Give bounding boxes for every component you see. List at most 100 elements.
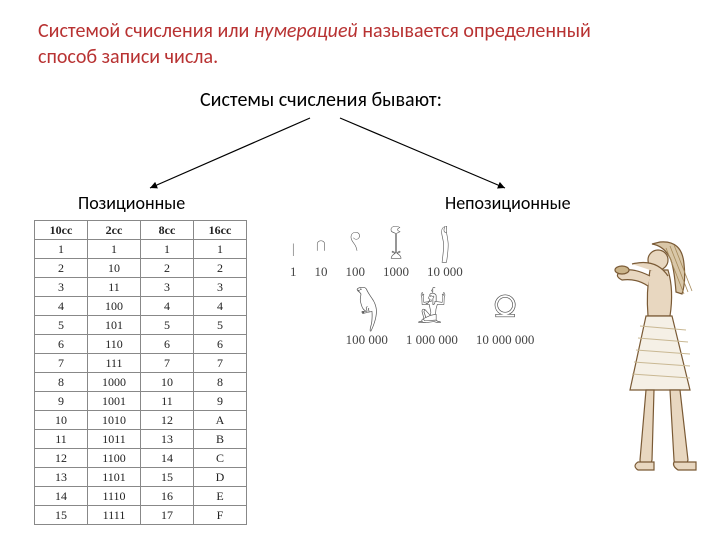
table-cell: 1: [88, 240, 141, 259]
table-header-cell: 16cc: [194, 221, 247, 240]
table-row: 15111117F: [35, 506, 247, 525]
table-cell: 11: [35, 430, 88, 449]
table-cell: 5: [141, 316, 194, 335]
table-cell: 8: [35, 373, 88, 392]
egyptian-figure: [600, 230, 710, 490]
table-cell: A: [194, 411, 247, 430]
table-cell: 9: [194, 392, 247, 411]
table-cell: 7: [35, 354, 88, 373]
hieroglyph-glyph: 𓆼: [389, 230, 403, 260]
hieroglyph-item: 𓍶 10 000 000: [476, 292, 535, 348]
table-row: 31133: [35, 278, 247, 297]
table-cell: 11: [88, 278, 141, 297]
hieroglyph-label: 1000: [383, 264, 409, 280]
table-row: 11101113B: [35, 430, 247, 449]
branch-right-label: Непозиционные: [445, 192, 571, 214]
hieroglyph-label: 10: [315, 264, 328, 280]
table-cell: 6: [35, 335, 88, 354]
table-row: 14111016E: [35, 487, 247, 506]
table-cell: 110: [88, 335, 141, 354]
table-cell: 1110: [88, 487, 141, 506]
table-cell: 111: [88, 354, 141, 373]
table-cell: B: [194, 430, 247, 449]
slide: Системой счисления или нумерацией называ…: [0, 0, 720, 540]
table-cell: 14: [35, 487, 88, 506]
table-cell: 17: [141, 506, 194, 525]
hieroglyph-label: 10 000: [427, 264, 463, 280]
table-row: 510155: [35, 316, 247, 335]
table-cell: 5: [194, 316, 247, 335]
table-row: 1111: [35, 240, 247, 259]
hieroglyph-item: 𓂭 10 000: [427, 230, 463, 280]
table-cell: 12: [35, 449, 88, 468]
table-cell: 1101: [88, 468, 141, 487]
table-cell: 13: [35, 468, 88, 487]
hieroglyph-label: 100: [346, 264, 366, 280]
table-cell: 15: [35, 506, 88, 525]
table-cell: 1100: [88, 449, 141, 468]
table-row: 12110014C: [35, 449, 247, 468]
hieroglyph-label: 1 000 000: [406, 332, 458, 348]
table-cell: 3: [35, 278, 88, 297]
table-row: 13110115D: [35, 468, 247, 487]
hieroglyph-glyph: 𓁨: [417, 292, 447, 328]
table-header-cell: 8cc: [141, 221, 194, 240]
table-cell: 7: [141, 354, 194, 373]
table-cell: 100: [88, 297, 141, 316]
table-cell: C: [194, 449, 247, 468]
table-cell: 7: [194, 354, 247, 373]
table-cell: 6: [141, 335, 194, 354]
hieroglyph-label: 1: [290, 264, 297, 280]
table-cell: 10: [88, 259, 141, 278]
table-cell: 1011: [88, 430, 141, 449]
table-cell: 14: [141, 449, 194, 468]
table-cell: D: [194, 468, 247, 487]
hieroglyph-label: 10 000 000: [476, 332, 535, 348]
table-cell: 1: [194, 240, 247, 259]
table-row: 81000108: [35, 373, 247, 392]
table-cell: 4: [35, 297, 88, 316]
hieroglyph-glyph: 𓂭: [440, 230, 450, 260]
table-cell: 1010: [88, 411, 141, 430]
table-cell: 1001: [88, 392, 141, 411]
hieroglyph-item: 𓏺1: [290, 230, 297, 280]
hieroglyph-item: 𓆐 100 000: [346, 292, 388, 348]
table-row: 10101012A: [35, 411, 247, 430]
table-row: 711177: [35, 354, 247, 373]
table-cell: 4: [141, 297, 194, 316]
hieroglyph-glyph: 𓍶: [493, 292, 518, 328]
numeral-table: 10cc2cc8cc16cc 1111210223113341004451015…: [34, 220, 247, 525]
table-row: 21022: [35, 259, 247, 278]
table-cell: 16: [141, 487, 194, 506]
table-header-cell: 2cc: [88, 221, 141, 240]
table-cell: 11: [141, 392, 194, 411]
table-cell: 10: [141, 373, 194, 392]
table-cell: 3: [141, 278, 194, 297]
table-cell: E: [194, 487, 247, 506]
table-cell: 3: [194, 278, 247, 297]
table-cell: 5: [35, 316, 88, 335]
table-cell: 2: [35, 259, 88, 278]
table-cell: 4: [194, 297, 247, 316]
hieroglyph-panel: 𓏺1𓎆10𓍢100𓆼1000𓂭10 000 𓆐100 000𓁨1 000 000…: [290, 230, 590, 360]
hieroglyph-glyph: 𓎆: [316, 230, 327, 260]
table-cell: 10: [35, 411, 88, 430]
table-cell: 6: [194, 335, 247, 354]
hieroglyph-glyph: 𓆐: [355, 292, 379, 328]
table-row: 410044: [35, 297, 247, 316]
table-cell: 101: [88, 316, 141, 335]
hieroglyph-item: 𓁨 1 000 000: [406, 292, 458, 348]
hieroglyph-glyph: 𓏺: [291, 230, 295, 260]
table-cell: 12: [141, 411, 194, 430]
table-cell: 9: [35, 392, 88, 411]
hieroglyph-label: 100 000: [346, 332, 388, 348]
hieroglyph-glyph: 𓍢: [349, 230, 361, 260]
table-cell: 15: [141, 468, 194, 487]
table-cell: 1000: [88, 373, 141, 392]
table-cell: 1: [35, 240, 88, 259]
table-cell: 1111: [88, 506, 141, 525]
hieroglyph-item: 𓆼 1000: [383, 230, 409, 280]
branch-left-label: Позиционные: [78, 192, 185, 214]
table-header-cell: 10cc: [35, 221, 88, 240]
table-row: 91001119: [35, 392, 247, 411]
